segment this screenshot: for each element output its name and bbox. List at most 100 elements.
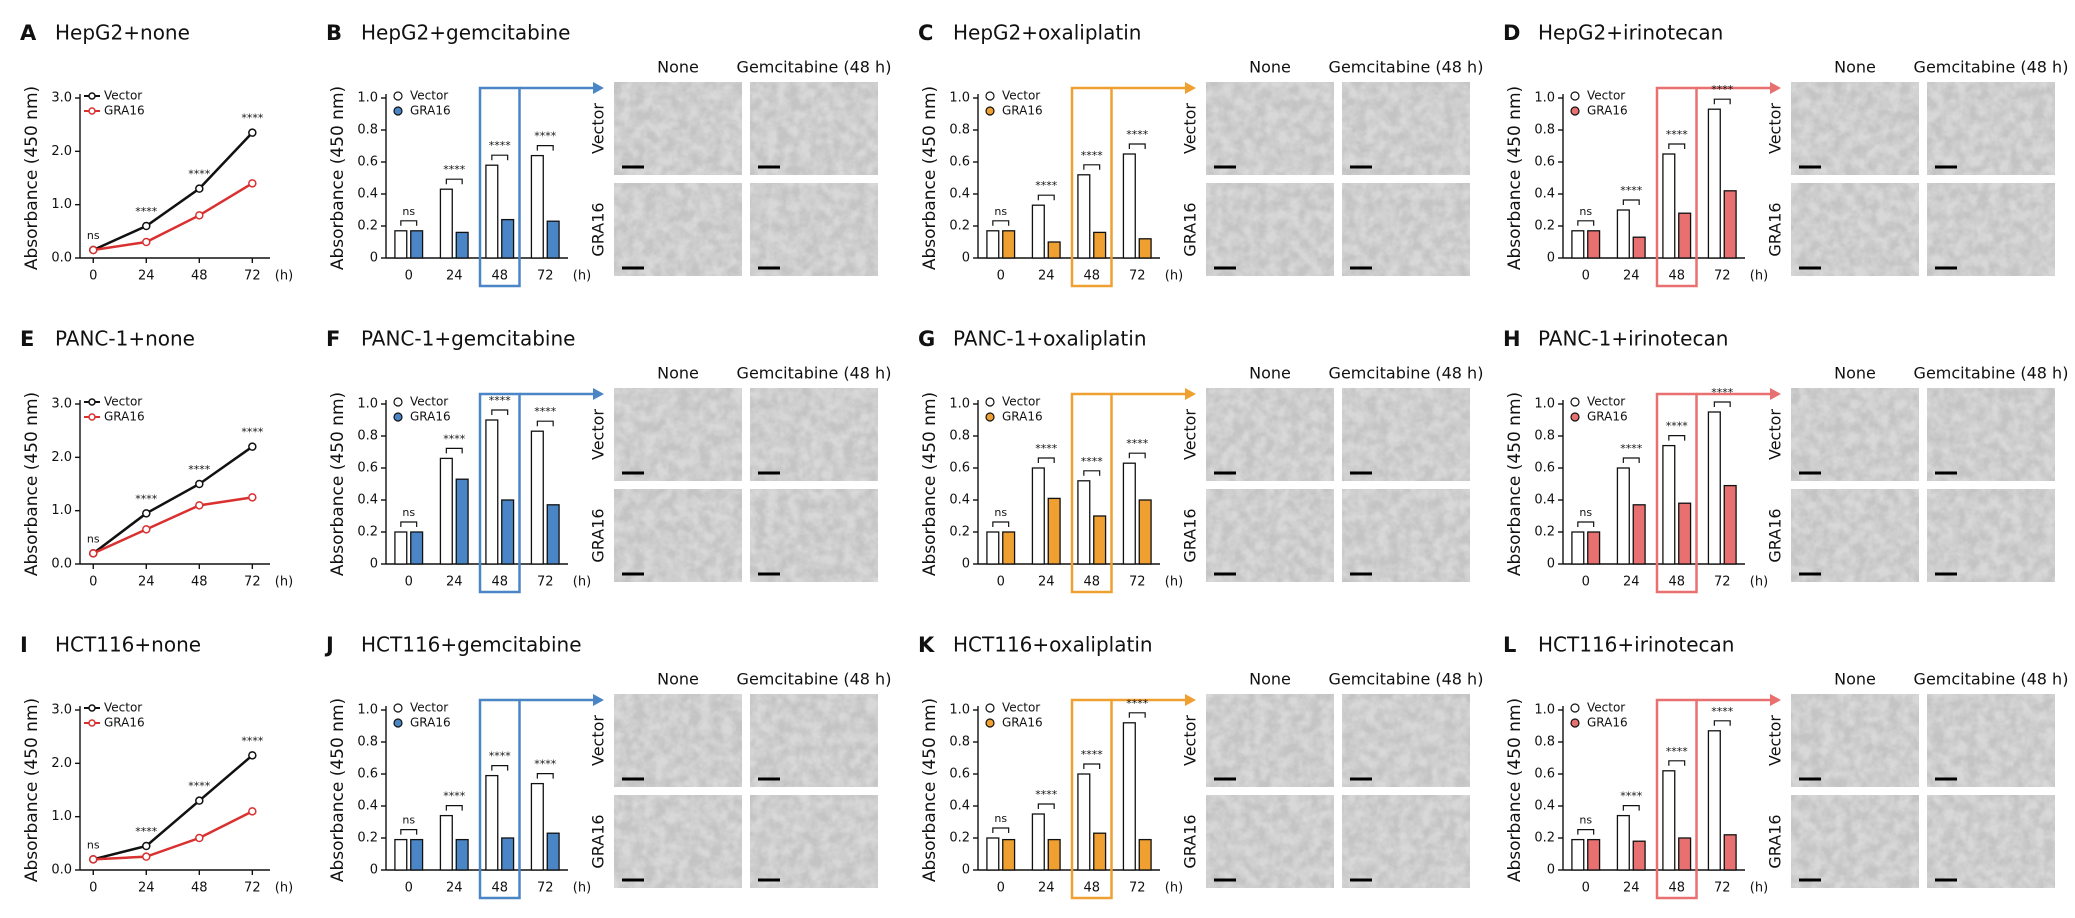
significance: ns: [1579, 205, 1592, 218]
bar: [394, 531, 408, 565]
bar: [1678, 502, 1692, 565]
significance-bracket: [1713, 98, 1731, 105]
y-axis-label: Absorbance (450 nm): [920, 698, 940, 882]
image-row-label: Vector: [1766, 409, 1785, 460]
y-tick-label: 1.0: [1534, 703, 1555, 718]
y-tick-label: 0: [1547, 863, 1555, 878]
legend-label: Vector: [104, 701, 142, 715]
significance-bracket: [1083, 763, 1101, 769]
significance: ****: [1035, 179, 1058, 192]
significance: ****: [1711, 386, 1734, 399]
y-tick-label: 0: [1547, 557, 1555, 572]
bar: [1616, 209, 1630, 259]
y-tick-label: 3.0: [51, 91, 72, 106]
micrograph: [1927, 183, 2055, 276]
legend-marker: [1570, 703, 1580, 713]
image-column-label: Gemcitabine (48 h): [1329, 58, 1484, 77]
micrograph: [1791, 82, 1919, 175]
x-tick-label: 72: [1714, 575, 1731, 590]
x-tick-label: 0: [1582, 575, 1590, 590]
panel-letter: E: [20, 327, 34, 351]
x-tick-label: 48: [191, 575, 208, 590]
legend-label: Vector: [1002, 395, 1040, 409]
x-tick-label: 0: [405, 881, 413, 896]
bar: [530, 154, 544, 259]
micrograph: [1342, 388, 1470, 481]
bar: [410, 838, 424, 871]
significance-bracket: [1577, 521, 1595, 527]
highlight-box: [1070, 698, 1113, 900]
image-row-label: GRA16: [1766, 814, 1785, 868]
panel-title: HCT116+gemcitabine: [361, 633, 582, 657]
significance: ****: [135, 205, 158, 218]
bar: [1571, 838, 1585, 871]
micrograph: [750, 388, 878, 481]
panel-title: PANC-1+oxaliplatin: [953, 327, 1147, 351]
significance-bracket: [1577, 220, 1595, 226]
significance: ns: [402, 506, 415, 519]
bar: [1077, 773, 1091, 871]
x-tick-label: 72: [244, 269, 261, 284]
image-row-label: GRA16: [1766, 202, 1785, 256]
y-tick-label: 1.0: [51, 503, 72, 518]
micrograph: [1342, 694, 1470, 787]
bar: [501, 499, 515, 565]
micrograph: [1342, 489, 1470, 582]
significance-bracket: [1083, 470, 1101, 476]
legend-marker: [88, 704, 96, 712]
bar: [1047, 838, 1061, 871]
x-unit: (h): [1165, 881, 1183, 896]
legend-marker: [1570, 397, 1580, 407]
y-axis-label: Absorbance (450 nm): [22, 392, 42, 576]
significance: ns: [87, 838, 100, 851]
bar: [546, 832, 560, 871]
x-tick-label: 72: [1714, 269, 1731, 284]
y-tick-label: 0: [962, 557, 970, 572]
y-tick-label: 0.4: [949, 187, 970, 202]
x-tick-label: 48: [491, 575, 508, 590]
panel-title: PANC-1+gemcitabine: [361, 327, 575, 351]
micrograph: [614, 183, 742, 276]
panel-title: HCT116+oxaliplatin: [953, 633, 1153, 657]
x-tick-label: 24: [1038, 575, 1055, 590]
y-tick-label: 0: [962, 251, 970, 266]
y-tick-label: 1.0: [1534, 397, 1555, 412]
image-row-label: Vector: [1181, 715, 1200, 766]
legend-label: GRA16: [410, 410, 451, 424]
arrow-head: [1770, 694, 1781, 706]
data-point: [248, 442, 257, 451]
significance-bracket: [1622, 805, 1640, 811]
y-tick-label: 0.4: [357, 799, 378, 814]
significance-bracket: [536, 145, 554, 151]
data-point: [195, 479, 204, 489]
significance-bracket: [1083, 164, 1101, 170]
data-point: [142, 237, 151, 247]
image-row-label: GRA16: [589, 202, 608, 256]
panel-letter: B: [326, 21, 342, 45]
significance: ****: [1081, 149, 1104, 162]
y-tick-label: 0.8: [357, 735, 378, 750]
y-tick-label: 0.0: [51, 251, 72, 266]
y-tick-label: 0.8: [949, 735, 970, 750]
significance-bracket: [536, 420, 554, 427]
bar: [1002, 230, 1016, 259]
image-column-label: Gemcitabine (48 h): [737, 364, 892, 383]
bar: [394, 230, 408, 259]
image-column-label: None: [1249, 58, 1291, 77]
x-tick-label: 24: [446, 269, 463, 284]
x-tick-label: 72: [244, 881, 261, 896]
micrograph: [1206, 82, 1334, 175]
panel-title: PANC-1+none: [55, 327, 195, 351]
x-tick-label: 48: [1083, 269, 1100, 284]
significance: ****: [135, 825, 158, 838]
x-tick-label: 48: [491, 269, 508, 284]
y-tick-label: 3.0: [51, 397, 72, 412]
significance: ****: [489, 394, 512, 407]
y-tick-label: 0.6: [1534, 461, 1555, 476]
micrograph: [614, 82, 742, 175]
y-tick-label: 0.2: [1534, 525, 1555, 540]
y-axis-label: Absorbance (450 nm): [920, 392, 940, 576]
legend-marker: [393, 718, 403, 728]
micrograph: [1927, 489, 2055, 582]
arrow-head: [593, 388, 604, 400]
